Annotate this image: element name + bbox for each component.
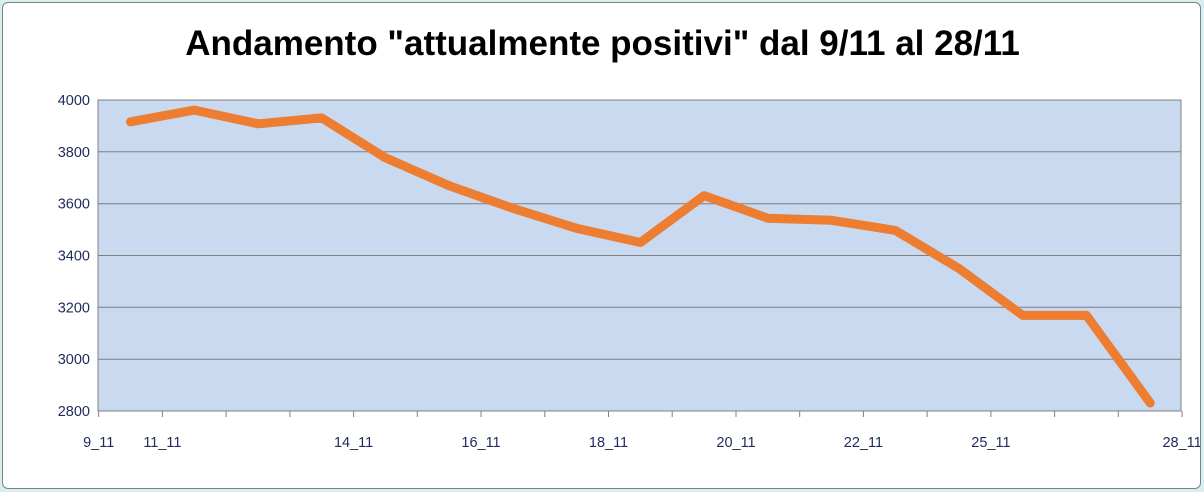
svg-text:11_11: 11_11 <box>143 435 181 451</box>
svg-text:3800: 3800 <box>58 145 90 161</box>
svg-text:2800: 2800 <box>58 404 90 420</box>
svg-text:14_11: 14_11 <box>334 435 373 451</box>
svg-text:4000: 4000 <box>58 93 90 109</box>
svg-text:22_11: 22_11 <box>844 435 883 451</box>
svg-text:3000: 3000 <box>58 352 90 368</box>
svg-text:25_11: 25_11 <box>971 435 1010 451</box>
svg-text:16_11: 16_11 <box>461 435 500 451</box>
svg-text:3400: 3400 <box>58 249 90 265</box>
svg-text:20_11: 20_11 <box>716 435 755 451</box>
svg-text:3200: 3200 <box>58 300 90 316</box>
svg-text:3600: 3600 <box>58 197 90 213</box>
svg-text:18_11: 18_11 <box>589 435 628 451</box>
svg-text:28_11: 28_11 <box>1162 435 1201 451</box>
svg-text:9_11: 9_11 <box>83 435 114 451</box>
